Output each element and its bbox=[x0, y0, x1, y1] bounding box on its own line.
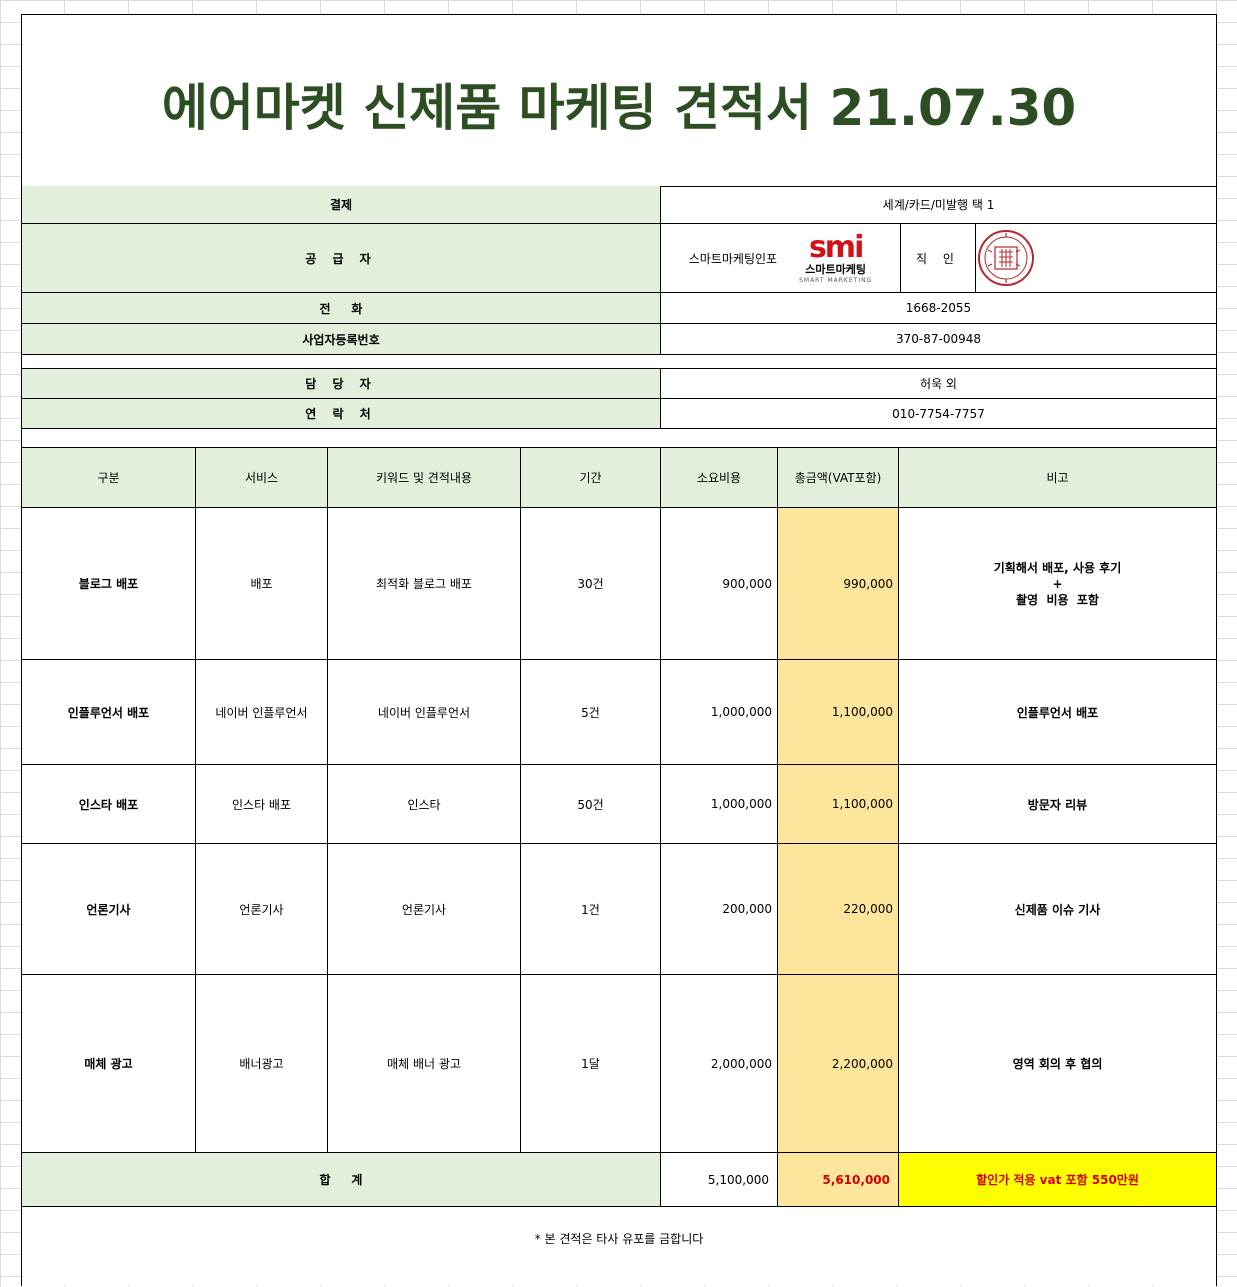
header-total: 총금액(VAT포함) bbox=[778, 448, 899, 508]
row-cost: 2,000,000 bbox=[661, 975, 778, 1153]
row-content: 최적화 블로그 배포 bbox=[328, 508, 521, 660]
row-remark: 기획해서 배포, 사용 후기 + 촬영 비용 포함 bbox=[899, 508, 1216, 660]
company-seal-icon bbox=[978, 230, 1034, 286]
row-content: 인스타 bbox=[328, 765, 521, 844]
row-remark: 영역 회의 후 협의 bbox=[899, 975, 1216, 1153]
row-period: 1건 bbox=[521, 844, 661, 975]
sum-remark: 할인가 적용 vat 포함 550만원 bbox=[899, 1153, 1216, 1207]
remark-line: + bbox=[1052, 576, 1063, 591]
row-service: 배포 bbox=[196, 508, 328, 660]
row-category: 매체 광고 bbox=[22, 975, 196, 1153]
header-category: 구분 bbox=[22, 448, 196, 508]
header-period: 기간 bbox=[521, 448, 661, 508]
row-category: 블로그 배포 bbox=[22, 508, 196, 660]
row-cost: 900,000 bbox=[661, 508, 778, 660]
title-row: 에어마켓 신제품 마케팅 견적서 21.07.30 bbox=[22, 15, 1216, 187]
row-content: 매체 배너 광고 bbox=[328, 975, 521, 1153]
bizno-label: 사업자등록번호 bbox=[22, 324, 661, 355]
row-total: 2,200,000 bbox=[778, 975, 899, 1153]
page-title: 에어마켓 신제품 마케팅 견적서 21.07.30 bbox=[161, 78, 1077, 137]
logo-mark: smi bbox=[808, 229, 864, 265]
header-remark: 비고 bbox=[899, 448, 1216, 508]
row-cost: 1,000,000 bbox=[661, 660, 778, 765]
quote-sheet: 에어마켓 신제품 마케팅 견적서 21.07.30 결제 세계/카드/미발행 택… bbox=[21, 14, 1217, 1286]
sum-cost: 5,100,000 bbox=[661, 1153, 778, 1207]
logo-korean: 스마트마케팅 bbox=[805, 262, 867, 276]
row-content: 네이버 인플루언서 bbox=[328, 660, 521, 765]
row-remark: 신제품 이슈 기사 bbox=[899, 844, 1216, 975]
phone-value: 1668-2055 bbox=[661, 293, 1216, 324]
bizno-value: 370-87-00948 bbox=[661, 324, 1216, 355]
row-category: 인플루언서 배포 bbox=[22, 660, 196, 765]
sum-label: 합 계 bbox=[22, 1153, 661, 1207]
header-cost: 소요비용 bbox=[661, 448, 778, 508]
row-category: 언론기사 bbox=[22, 844, 196, 975]
payment-value: 세계/카드/미발행 택 1 bbox=[661, 186, 1216, 224]
supplier-name: 스마트마케팅인포 bbox=[688, 251, 778, 266]
remark-line: 기획해서 배포, 사용 후기 bbox=[993, 560, 1122, 575]
row-service: 인스타 배포 bbox=[196, 765, 328, 844]
row-cost: 200,000 bbox=[661, 844, 778, 975]
phone-label: 전 화 bbox=[22, 293, 661, 324]
spacer-row bbox=[22, 355, 1216, 369]
company-logo: smi 스마트마케팅 SMART MARKETING bbox=[799, 229, 873, 284]
row-period: 1달 bbox=[521, 975, 661, 1153]
seal-label: 직 인 bbox=[901, 224, 976, 293]
row-total: 990,000 bbox=[778, 508, 899, 660]
contact-value: 010-7754-7757 bbox=[661, 399, 1216, 429]
header-content: 키워드 및 견적내용 bbox=[328, 448, 521, 508]
row-cost: 1,000,000 bbox=[661, 765, 778, 844]
spacer-row bbox=[22, 429, 1216, 448]
remark-line: 촬영 비용 포함 bbox=[1016, 592, 1099, 607]
row-total: 1,100,000 bbox=[778, 660, 899, 765]
sum-total: 5,610,000 bbox=[778, 1153, 899, 1207]
row-period: 5건 bbox=[521, 660, 661, 765]
supplier-cell: 스마트마케팅인포 smi 스마트마케팅 SMART MARKETING bbox=[661, 224, 901, 293]
row-remark: 방문자 리뷰 bbox=[899, 765, 1216, 844]
supplier-label: 공 급 자 bbox=[22, 224, 661, 293]
manager-value: 허욱 외 bbox=[661, 369, 1216, 399]
row-period: 30건 bbox=[521, 508, 661, 660]
row-total: 220,000 bbox=[778, 844, 899, 975]
manager-label: 담 당 자 bbox=[22, 369, 661, 399]
row-service: 언론기사 bbox=[196, 844, 328, 975]
row-category: 인스타 배포 bbox=[22, 765, 196, 844]
row-content: 언론기사 bbox=[328, 844, 521, 975]
seal-cell bbox=[976, 224, 1216, 293]
row-remark: 인플루언서 배포 bbox=[899, 660, 1216, 765]
footnote: * 본 견적은 타사 유포를 금합니다 bbox=[534, 1232, 704, 1246]
payment-label: 결제 bbox=[22, 186, 661, 224]
header-service: 서비스 bbox=[196, 448, 328, 508]
row-period: 50건 bbox=[521, 765, 661, 844]
row-service: 배너광고 bbox=[196, 975, 328, 1153]
row-service: 네이버 인플루언서 bbox=[196, 660, 328, 765]
contact-label: 연 락 처 bbox=[22, 399, 661, 429]
row-total: 1,100,000 bbox=[778, 765, 899, 844]
logo-english: SMART MARKETING bbox=[799, 276, 873, 284]
